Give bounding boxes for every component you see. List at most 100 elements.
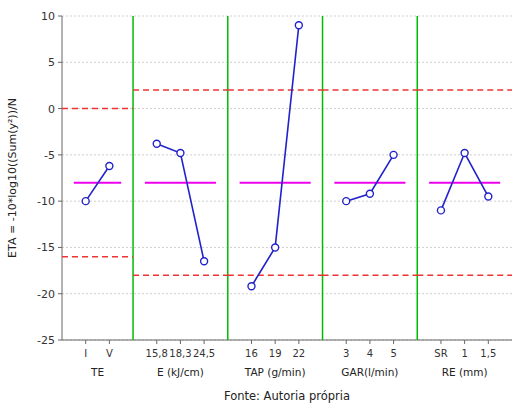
x-tick-label: 1,5 <box>480 348 496 359</box>
x-tick-label: V <box>106 348 113 359</box>
grid-line <box>62 293 512 294</box>
lower-limit <box>228 274 323 276</box>
x-tick-label: 19 <box>269 348 282 359</box>
x-tick <box>488 340 489 344</box>
data-point <box>248 283 255 290</box>
y-tick <box>58 62 62 63</box>
data-point <box>295 22 302 29</box>
upper-limit <box>323 89 418 91</box>
separator <box>132 16 134 340</box>
x-tick <box>346 340 347 344</box>
data-line <box>441 153 488 210</box>
x-tick-label: I <box>84 348 87 359</box>
grid-line <box>62 16 512 17</box>
x-tick <box>85 340 86 344</box>
mean-line <box>145 182 216 184</box>
x-tick <box>298 340 299 344</box>
y-axis-line <box>62 16 63 340</box>
x-axis-label: Fonte: Autoria própria <box>224 389 350 403</box>
y-tick <box>58 16 62 17</box>
grid <box>62 16 512 340</box>
lower-limit <box>62 256 133 258</box>
grid-line <box>62 154 512 155</box>
data-line <box>346 155 393 201</box>
x-tick-label: 15,8 <box>146 348 168 359</box>
data-point <box>177 150 184 157</box>
data-line <box>157 144 204 262</box>
y-tick <box>58 201 62 202</box>
grid-line <box>62 62 512 63</box>
lower-limit <box>323 274 418 276</box>
y-axis-label: ETA = -10*log10((Sum(y²))/N <box>6 98 19 258</box>
x-tick <box>180 340 181 344</box>
data-point <box>82 198 89 205</box>
x-tick <box>275 340 276 344</box>
lower-limit <box>133 274 228 276</box>
x-tick <box>369 340 370 344</box>
x-tick-label: SR <box>434 348 447 359</box>
y-tick <box>58 108 62 109</box>
group-label: RE (mm) <box>442 366 488 378</box>
x-tick-label: 16 <box>245 348 258 359</box>
x-tick-label: 3 <box>343 348 349 359</box>
x-tick <box>251 340 252 344</box>
data-point <box>366 190 373 197</box>
data-point <box>106 162 113 169</box>
group-label: E (kJ/cm) <box>157 366 204 378</box>
x-axis: I VTE 15,818,324,5 E (kJ/cm) 16 19 22 TAP (g/mi… <box>62 340 512 378</box>
y-tick-label: -5 <box>44 149 55 162</box>
y-tick <box>58 154 62 155</box>
grid-line <box>62 108 512 109</box>
x-tick <box>393 340 394 344</box>
mean-line <box>240 182 311 184</box>
y-tick-label: 10 <box>41 10 55 23</box>
upper-limit <box>62 108 133 110</box>
x-tick-label: 18,3 <box>169 348 191 359</box>
data-point <box>437 207 444 214</box>
x-axis-line <box>62 340 512 341</box>
mean-line <box>334 182 405 184</box>
x-tick <box>109 340 110 344</box>
y-tick-label: -20 <box>37 288 55 301</box>
mean-line <box>429 182 500 184</box>
y-tick-label: -10 <box>37 195 55 208</box>
data-point <box>343 198 350 205</box>
grid-line <box>62 247 512 248</box>
plot-area <box>62 16 512 340</box>
data-point <box>201 258 208 265</box>
group-label: TAP (g/min) <box>244 366 306 378</box>
x-tick <box>464 340 465 344</box>
group-label: GAR(l/min) <box>341 366 398 378</box>
x-tick <box>204 340 205 344</box>
y-tick <box>58 340 62 341</box>
data-point <box>461 150 468 157</box>
y-tick-label: 5 <box>48 56 55 69</box>
separator <box>227 16 229 340</box>
y-tick-label: -15 <box>37 241 55 254</box>
data-point <box>153 140 160 147</box>
y-axis: -25 -20 -15 -10 -5 0 5 10 <box>37 10 62 347</box>
x-tick <box>156 340 157 344</box>
separator <box>322 16 324 340</box>
data-point <box>485 193 492 200</box>
x-tick-label: 22 <box>292 348 305 359</box>
x-tick-label: 5 <box>390 348 396 359</box>
x-tick-label: 1 <box>461 348 467 359</box>
data-point <box>272 244 279 251</box>
y-tick-label: 0 <box>48 103 55 116</box>
y-tick <box>58 293 62 294</box>
grid-line <box>62 340 512 341</box>
x-tick-label: 24,5 <box>193 348 215 359</box>
data-line <box>251 25 298 286</box>
upper-limit <box>228 89 323 91</box>
upper-limit <box>133 89 228 91</box>
upper-limit <box>417 89 512 91</box>
group-label: TE <box>90 366 104 378</box>
chart: -25 -20 -15 -10 -5 0 5 10 I VTE 15,818,324,5 E (kJ/… <box>0 0 526 418</box>
data-line <box>86 166 110 201</box>
lower-limit <box>417 274 512 276</box>
y-tick-label: -25 <box>37 334 55 347</box>
x-tick-label: 4 <box>367 348 373 359</box>
x-tick <box>440 340 441 344</box>
data-point <box>390 151 397 158</box>
